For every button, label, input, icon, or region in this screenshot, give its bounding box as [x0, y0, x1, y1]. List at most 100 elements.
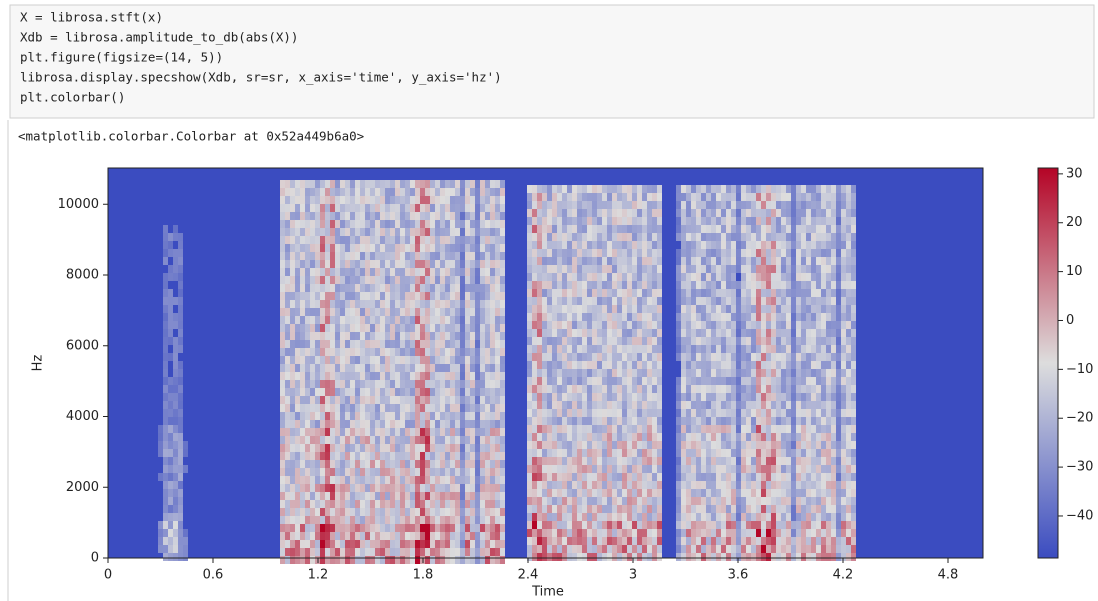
spectrogram-cell	[440, 508, 445, 516]
spectrogram-cell	[315, 500, 320, 508]
spectrogram-cell	[711, 465, 716, 473]
spectrogram-cell	[756, 409, 761, 417]
spectrogram-cell	[612, 489, 617, 497]
spectrogram-cell	[385, 404, 390, 412]
spectrogram-cell	[178, 489, 183, 497]
spectrogram-cell	[285, 396, 290, 404]
spectrogram-cell	[642, 473, 647, 481]
spectrogram-cell	[435, 180, 440, 188]
spectrogram-cell	[711, 409, 716, 417]
spectrogram-cell	[577, 537, 582, 545]
spectrogram-cell	[761, 481, 766, 489]
spectrogram-cell	[495, 508, 500, 516]
spectrogram-cell	[547, 265, 552, 273]
spectrogram-cell	[686, 225, 691, 233]
spectrogram-cell	[173, 457, 178, 465]
spectrogram-cell	[305, 436, 310, 444]
spectrogram-cell	[736, 305, 741, 313]
spectrogram-cell	[425, 236, 430, 244]
spectrogram-cell	[652, 361, 657, 369]
spectrogram-cell	[587, 529, 592, 537]
spectrogram-cell	[340, 524, 345, 532]
spectrogram-cell	[811, 185, 816, 193]
spectrogram-cell	[325, 204, 330, 212]
spectrogram-cell	[627, 185, 632, 193]
spectrogram-cell	[390, 308, 395, 316]
spectrogram-cell	[435, 308, 440, 316]
spectrogram-cell	[495, 380, 500, 388]
spectrogram-cell	[305, 220, 310, 228]
spectrogram-cell	[791, 265, 796, 273]
spectrogram-cell	[821, 457, 826, 465]
spectrogram-cell	[572, 433, 577, 441]
spectrogram-cell	[582, 433, 587, 441]
spectrogram-cell	[582, 409, 587, 417]
spectrogram-cell	[168, 473, 173, 481]
spectrogram-cell	[592, 489, 597, 497]
spectrogram-cell	[370, 484, 375, 492]
spectrogram-cell	[597, 417, 602, 425]
spectrogram-cell	[816, 369, 821, 377]
spectrogram-cell	[796, 489, 801, 497]
spectrogram-cell	[375, 420, 380, 428]
spectrogram-cell	[587, 225, 592, 233]
spectrogram-cell	[335, 500, 340, 508]
spectrogram-cell	[315, 388, 320, 396]
spectrogram-cell	[370, 332, 375, 340]
spectrogram-cell	[801, 185, 806, 193]
spectrogram-cell	[711, 217, 716, 225]
spectrogram-cell	[552, 553, 557, 561]
spectrogram-cell	[696, 305, 701, 313]
spectrogram-cell	[425, 476, 430, 484]
spectrogram-cell	[537, 273, 542, 281]
spectrogram-cell	[756, 257, 761, 265]
spectrogram-cell	[627, 465, 632, 473]
spectrogram-cell	[405, 220, 410, 228]
spectrogram-cell	[325, 532, 330, 540]
spectrogram-cell	[701, 417, 706, 425]
spectrogram-cell	[746, 545, 751, 553]
spectrogram-cell	[811, 513, 816, 521]
spectrogram-cell	[741, 281, 746, 289]
spectrogram-cell	[567, 481, 572, 489]
spectrogram-cell	[642, 457, 647, 465]
spectrogram-cell	[395, 188, 400, 196]
spectrogram-cell	[360, 556, 365, 564]
spectrogram-cell	[701, 281, 706, 289]
spectrogram-cell	[395, 548, 400, 556]
spectrogram-cell	[647, 273, 652, 281]
spectrogram-cell	[711, 497, 716, 505]
spectrogram-cell	[495, 236, 500, 244]
spectrogram-cell	[716, 225, 721, 233]
spectrogram-cell	[445, 484, 450, 492]
spectrogram-cell	[746, 553, 751, 561]
spectrogram-cell	[495, 460, 500, 468]
spectrogram-cell	[676, 545, 681, 553]
spectrogram-cell	[480, 252, 485, 260]
spectrogram-cell	[450, 276, 455, 284]
spectrogram-cell	[771, 249, 776, 257]
spectrogram-cell	[771, 321, 776, 329]
spectrogram-cell	[405, 548, 410, 556]
spectrogram-cell	[320, 548, 325, 556]
spectrogram-cell	[335, 476, 340, 484]
spectrogram-cell	[450, 508, 455, 516]
spectrogram-cell	[771, 385, 776, 393]
spectrogram-cell	[285, 532, 290, 540]
spectrogram-cell	[305, 420, 310, 428]
spectrogram-cell	[420, 332, 425, 340]
spectrogram-cell	[183, 553, 188, 561]
spectrogram-cell	[460, 540, 465, 548]
spectrogram-cell	[355, 188, 360, 196]
spectrogram-cell	[612, 321, 617, 329]
spectrogram-cell	[460, 516, 465, 524]
spectrogram-cell	[360, 180, 365, 188]
spectrogram-cell	[811, 265, 816, 273]
spectrogram-cell	[577, 441, 582, 449]
spectrogram-cell	[285, 348, 290, 356]
spectrogram-cell	[532, 545, 537, 553]
spectrogram-cell	[400, 364, 405, 372]
spectrogram-cell	[577, 417, 582, 425]
spectrogram-cell	[163, 337, 168, 345]
spectrogram-cell	[781, 225, 786, 233]
